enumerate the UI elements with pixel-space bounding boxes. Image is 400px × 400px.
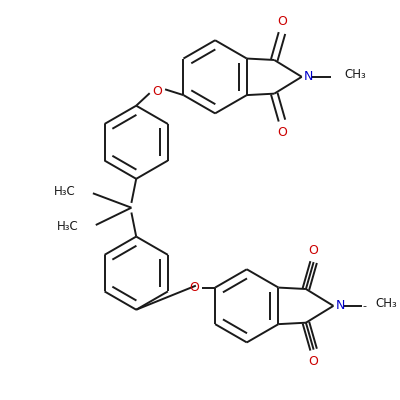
Text: O: O xyxy=(309,244,318,257)
Text: N: N xyxy=(335,299,345,312)
Text: H₃C: H₃C xyxy=(57,220,78,234)
Text: O: O xyxy=(189,281,199,294)
Text: H₃C: H₃C xyxy=(54,185,76,198)
Text: O: O xyxy=(277,126,287,139)
Text: CH₃: CH₃ xyxy=(344,68,366,81)
Text: O: O xyxy=(277,15,287,28)
Text: CH₃: CH₃ xyxy=(376,298,398,310)
Text: N: N xyxy=(304,70,313,83)
Text: O: O xyxy=(152,85,162,98)
Text: -: - xyxy=(362,301,366,311)
Text: O: O xyxy=(309,355,318,368)
